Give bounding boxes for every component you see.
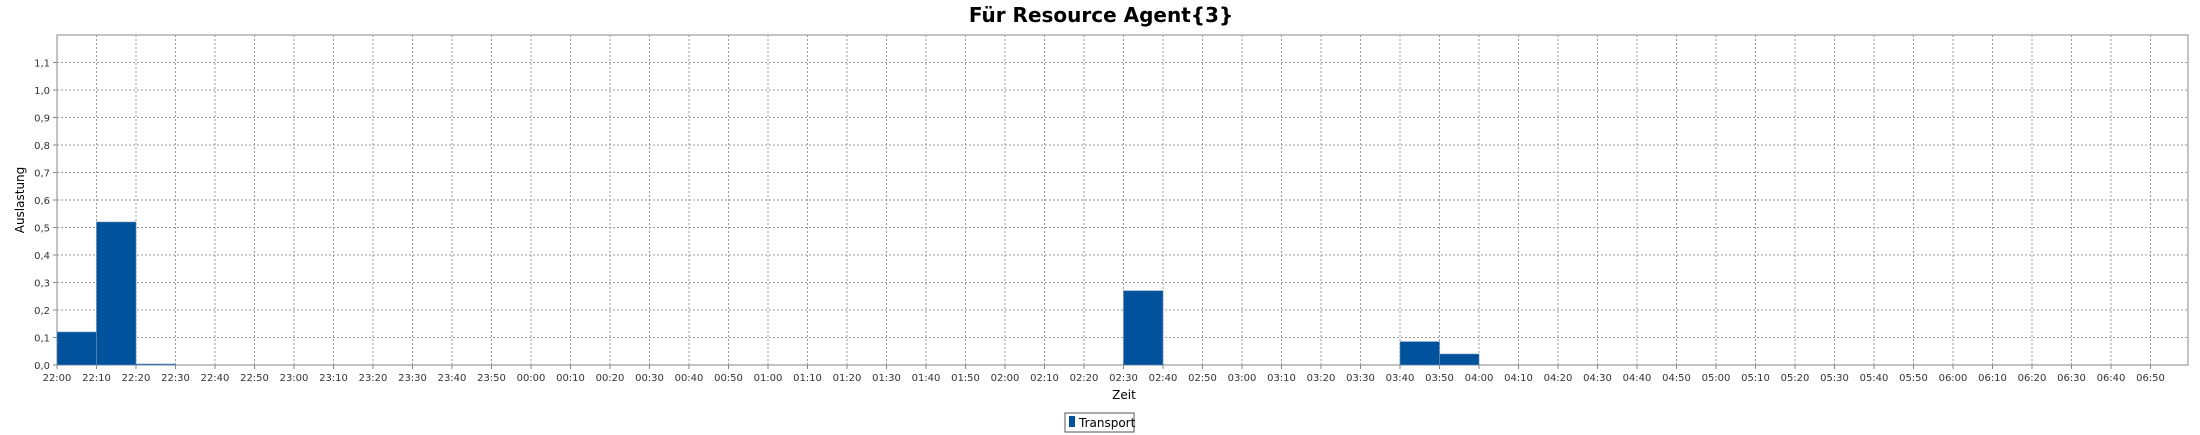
x-tick-label: 02:20 — [1070, 373, 1099, 384]
grid — [57, 35, 2188, 365]
x-tick-label: 00:40 — [675, 373, 704, 384]
x-tick-label: 02:40 — [1149, 373, 1178, 384]
x-tick-label: 01:50 — [951, 373, 980, 384]
x-tick-label: 01:30 — [872, 373, 901, 384]
bar — [56, 331, 97, 366]
y-tick-label: 0,4 — [34, 251, 50, 262]
x-tick-label: 22:20 — [122, 373, 151, 384]
bar — [1399, 341, 1440, 366]
x-tick-label: 23:40 — [438, 373, 467, 384]
x-tick-label: 06:00 — [1939, 373, 1968, 384]
x-tick-label: 01:00 — [754, 373, 783, 384]
bars — [56, 221, 1480, 366]
x-tick-label: 02:50 — [1188, 373, 1217, 384]
chart-title: Für Resource Agent{3} — [969, 3, 1233, 27]
x-tick-label: 04:00 — [1465, 373, 1494, 384]
x-tick-label: 03:30 — [1346, 373, 1375, 384]
x-tick-label: 00:10 — [556, 373, 585, 384]
x-tick-label: 04:20 — [1544, 373, 1573, 384]
legend-label-transport: Transport — [1078, 416, 1136, 430]
x-tick-label: 03:20 — [1307, 373, 1336, 384]
x-tick-label: 22:10 — [82, 373, 111, 384]
x-axis-label: Zeit — [1112, 388, 1136, 402]
legend: Transport — [1064, 412, 1136, 433]
x-tick-label: 03:40 — [1386, 373, 1415, 384]
y-tick-label: 0,2 — [34, 306, 50, 317]
y-tick-label: 0,7 — [34, 169, 50, 180]
x-tick-label: 02:30 — [1109, 373, 1138, 384]
x-tick-label: 23:00 — [280, 373, 309, 384]
y-tick-label: 0,6 — [34, 196, 50, 207]
bar — [96, 221, 137, 366]
legend-frame — [1064, 412, 1135, 433]
x-tick-label: 06:20 — [2018, 373, 2047, 384]
x-tick-label: 03:00 — [1228, 373, 1257, 384]
x-tick-label: 22:50 — [240, 373, 269, 384]
bar — [1123, 290, 1164, 366]
y-tick-label: 0,3 — [34, 279, 50, 290]
x-tick-label: 22:30 — [161, 373, 190, 384]
x-tick-label: 03:50 — [1425, 373, 1454, 384]
x-tick-label: 01:10 — [793, 373, 822, 384]
y-tick-label: 0,1 — [34, 334, 50, 345]
x-tick-label: 23:10 — [319, 373, 348, 384]
x-tick-label: 05:20 — [1781, 373, 1810, 384]
x-axis-ticks: 22:00 22:10 22:20 22:30 22:40 22:50 23:00 23:10… — [43, 365, 2165, 384]
x-tick-label: 06:50 — [2136, 373, 2165, 384]
x-tick-label: 01:40 — [912, 373, 941, 384]
x-tick-label: 05:50 — [1899, 373, 1928, 384]
x-tick-label: 23:30 — [398, 373, 427, 384]
bar — [1439, 353, 1480, 366]
x-tick-label: 22:40 — [201, 373, 230, 384]
x-tick-label: 04:30 — [1583, 373, 1612, 384]
y-axis-ticks: 0,0 0,1 0,2 0,3 0,4 0,5 0,6 0,7 0,8 0,9 1,0 1,1 — [34, 59, 57, 372]
x-tick-label: 01:20 — [833, 373, 862, 384]
x-tick-label: 23:20 — [359, 373, 388, 384]
x-tick-label: 22:00 — [43, 373, 72, 384]
x-tick-label: 00:30 — [635, 373, 664, 384]
legend-swatch-transport — [1069, 416, 1075, 427]
x-tick-label: 05:00 — [1702, 373, 1731, 384]
y-tick-label: 1,0 — [34, 86, 50, 97]
x-tick-label: 06:10 — [1978, 373, 2007, 384]
bar — [135, 363, 176, 366]
x-tick-label: 03:10 — [1267, 373, 1296, 384]
x-tick-label: 02:10 — [1030, 373, 1059, 384]
x-tick-label: 04:10 — [1504, 373, 1533, 384]
x-tick-label: 00:00 — [517, 373, 546, 384]
x-tick-label: 06:30 — [2057, 373, 2086, 384]
x-tick-label: 04:50 — [1662, 373, 1691, 384]
x-tick-label: 05:10 — [1741, 373, 1770, 384]
x-tick-label: 05:30 — [1820, 373, 1849, 384]
y-tick-label: 0,5 — [34, 224, 50, 235]
x-tick-label: 04:40 — [1623, 373, 1652, 384]
x-tick-label: 05:40 — [1860, 373, 1889, 384]
x-tick-label: 00:50 — [714, 373, 743, 384]
y-tick-label: 1,1 — [34, 59, 50, 70]
x-tick-label: 00:20 — [596, 373, 625, 384]
y-tick-label: 0,0 — [34, 361, 50, 372]
x-tick-label: 06:40 — [2097, 373, 2126, 384]
y-tick-label: 0,8 — [34, 141, 50, 152]
x-tick-label: 23:50 — [477, 373, 506, 384]
y-axis-label: Auslastung — [13, 167, 27, 234]
y-tick-label: 0,9 — [34, 114, 50, 125]
x-tick-label: 02:00 — [991, 373, 1020, 384]
